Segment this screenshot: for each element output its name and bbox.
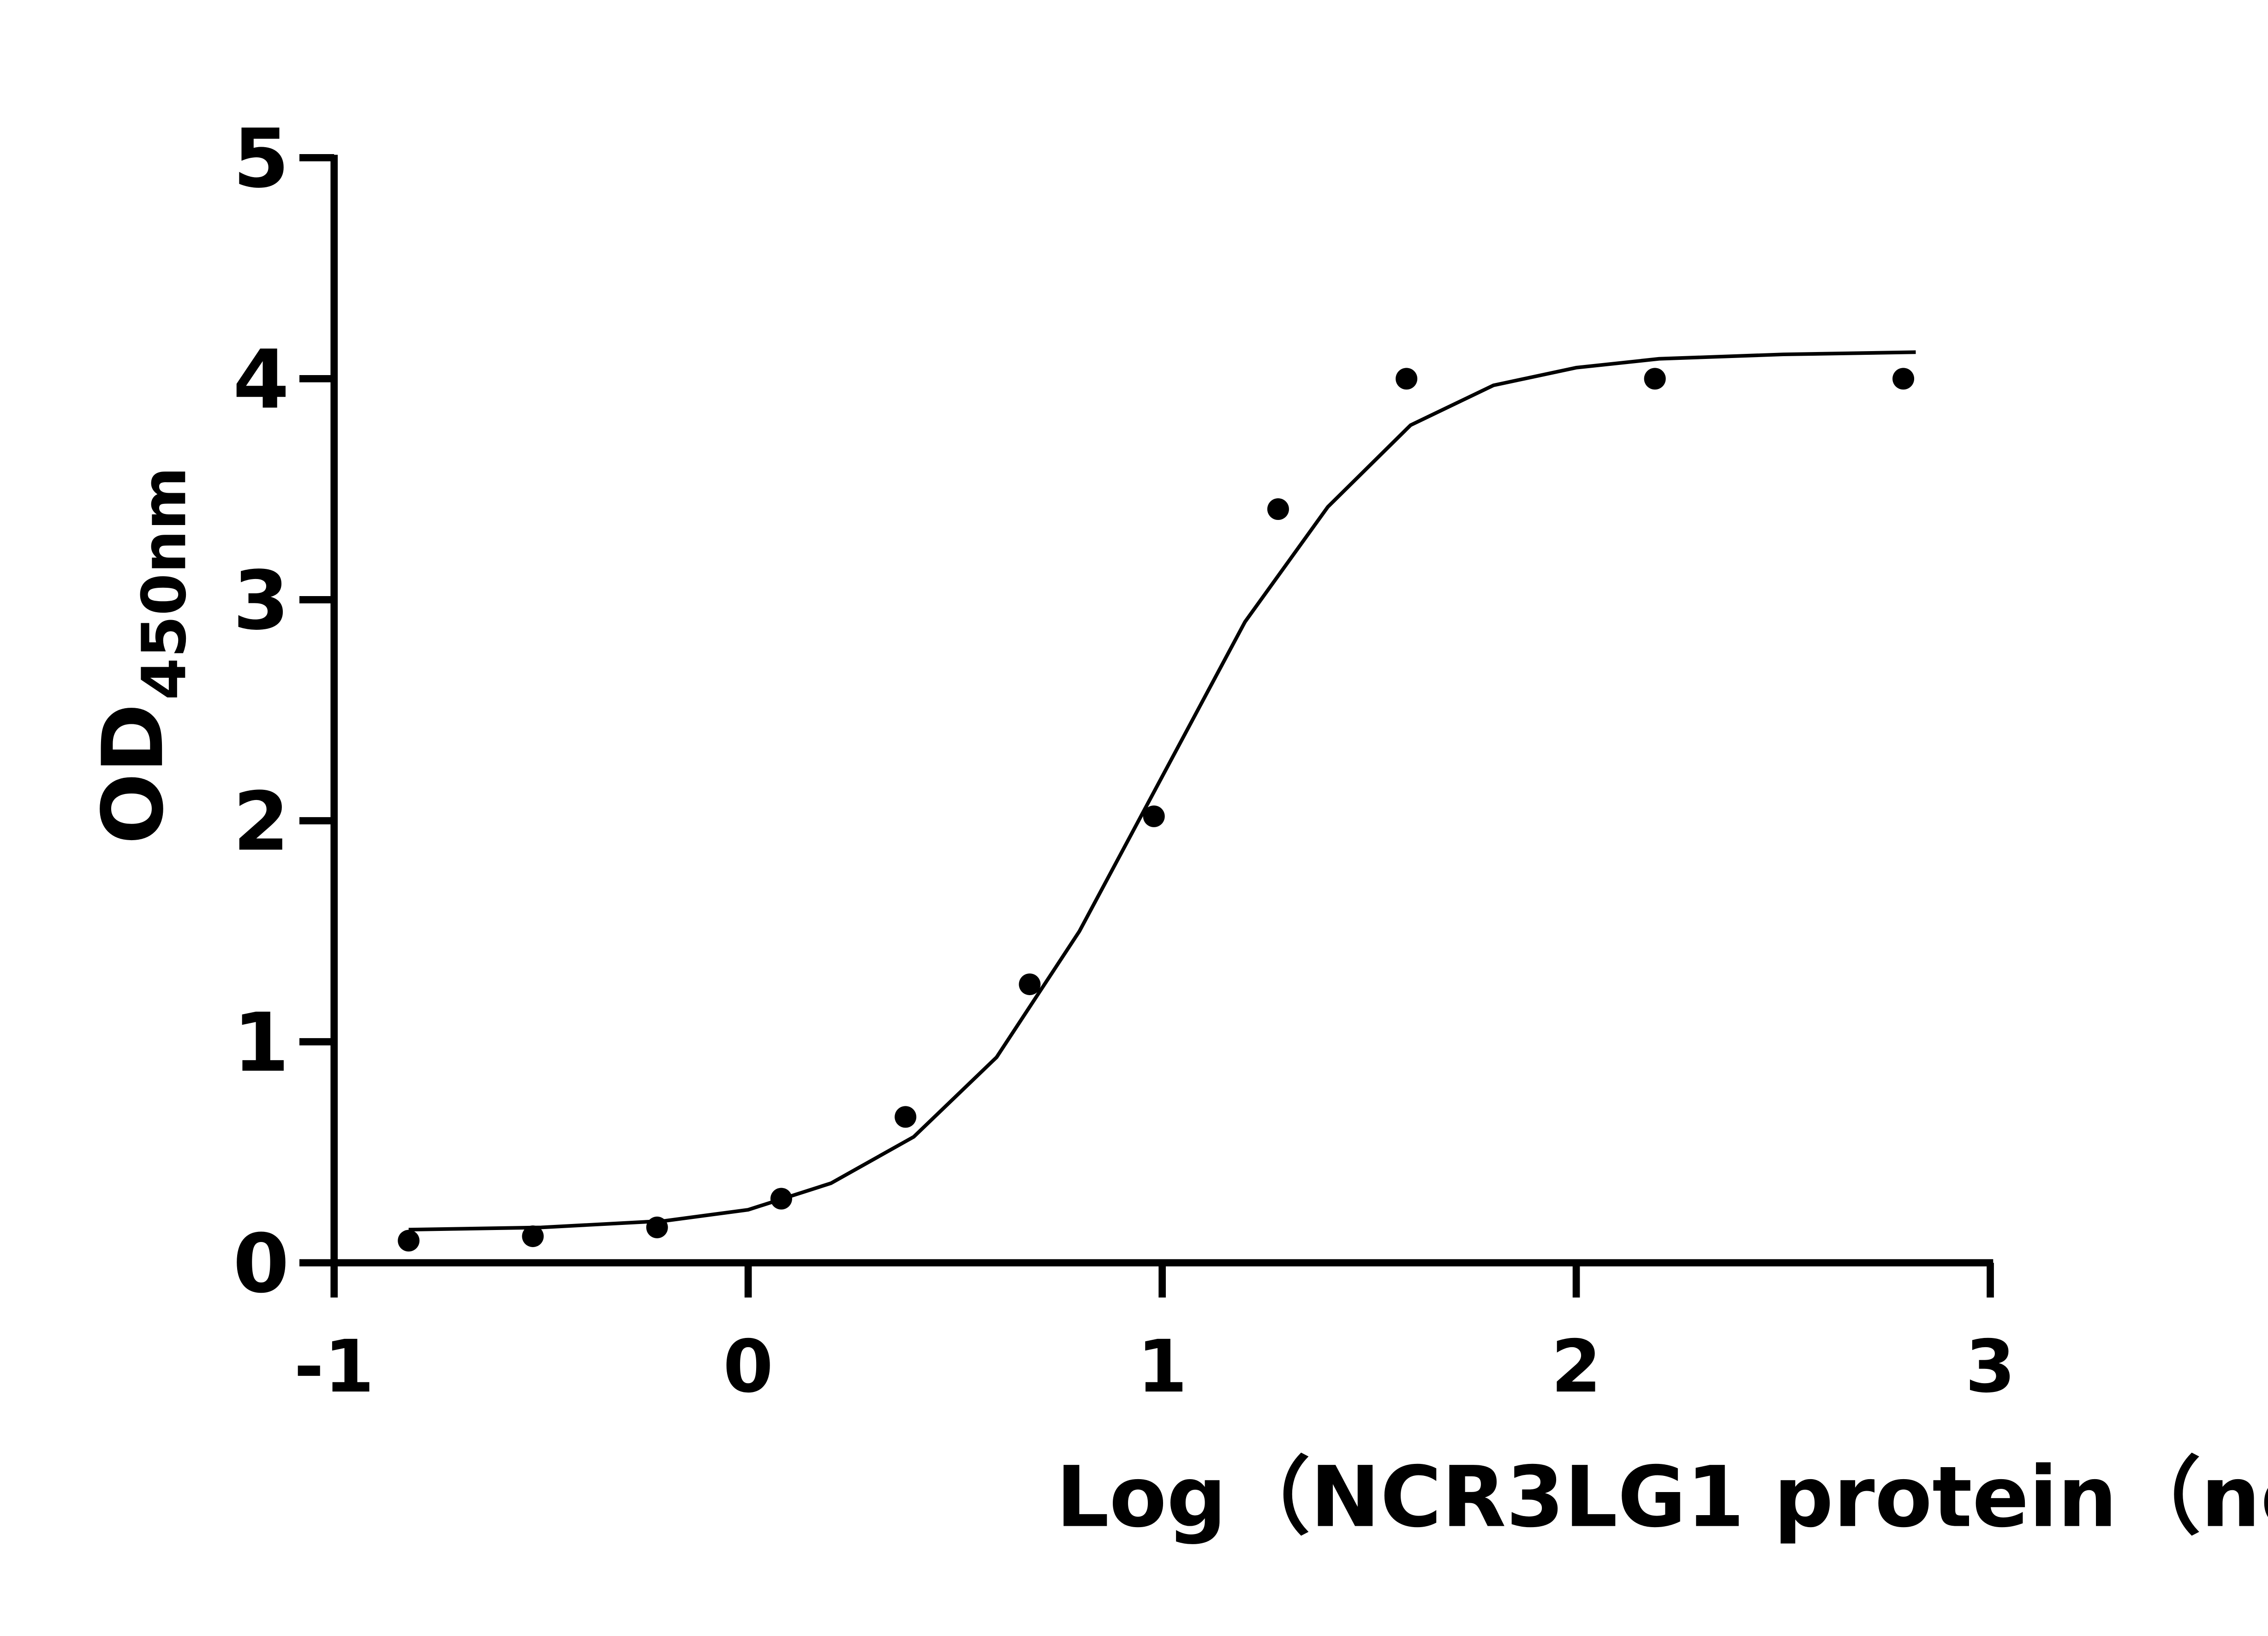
x-tick-label: 0 bbox=[723, 1324, 773, 1409]
data-point bbox=[646, 1216, 668, 1238]
data-point bbox=[1396, 368, 1418, 390]
data-point bbox=[770, 1188, 792, 1210]
x-axis-label: Log（NCR3LG1 protein（ng/ml） ） bbox=[1056, 1448, 2268, 1546]
x-tick-label: 1 bbox=[1137, 1324, 1188, 1409]
y-axis-label: OD bbox=[84, 704, 182, 845]
data-point bbox=[398, 1230, 420, 1252]
y-tick-label: 2 bbox=[233, 775, 289, 869]
data-point bbox=[1892, 368, 1915, 390]
x-tick-label: 3 bbox=[1965, 1324, 2016, 1409]
y-tick-label: 1 bbox=[233, 996, 289, 1090]
data-point bbox=[1143, 805, 1165, 827]
data-point bbox=[895, 1106, 917, 1128]
fit-curve bbox=[408, 350, 1916, 1232]
x-tick-label: -1 bbox=[294, 1324, 374, 1409]
y-tick-label: 0 bbox=[233, 1217, 289, 1311]
y-axis-label-sub: 450nm bbox=[129, 467, 200, 700]
x-tick-label: 2 bbox=[1551, 1324, 1601, 1409]
y-tick-label: 3 bbox=[233, 554, 289, 648]
y-tick-label: 5 bbox=[233, 112, 289, 206]
y-tick-label: 4 bbox=[233, 333, 289, 427]
data-point bbox=[1644, 368, 1666, 390]
data-point bbox=[1267, 498, 1289, 520]
data-point bbox=[522, 1225, 544, 1248]
y-axis-title: OD 450nm bbox=[84, 467, 200, 844]
data-point bbox=[1019, 973, 1041, 995]
